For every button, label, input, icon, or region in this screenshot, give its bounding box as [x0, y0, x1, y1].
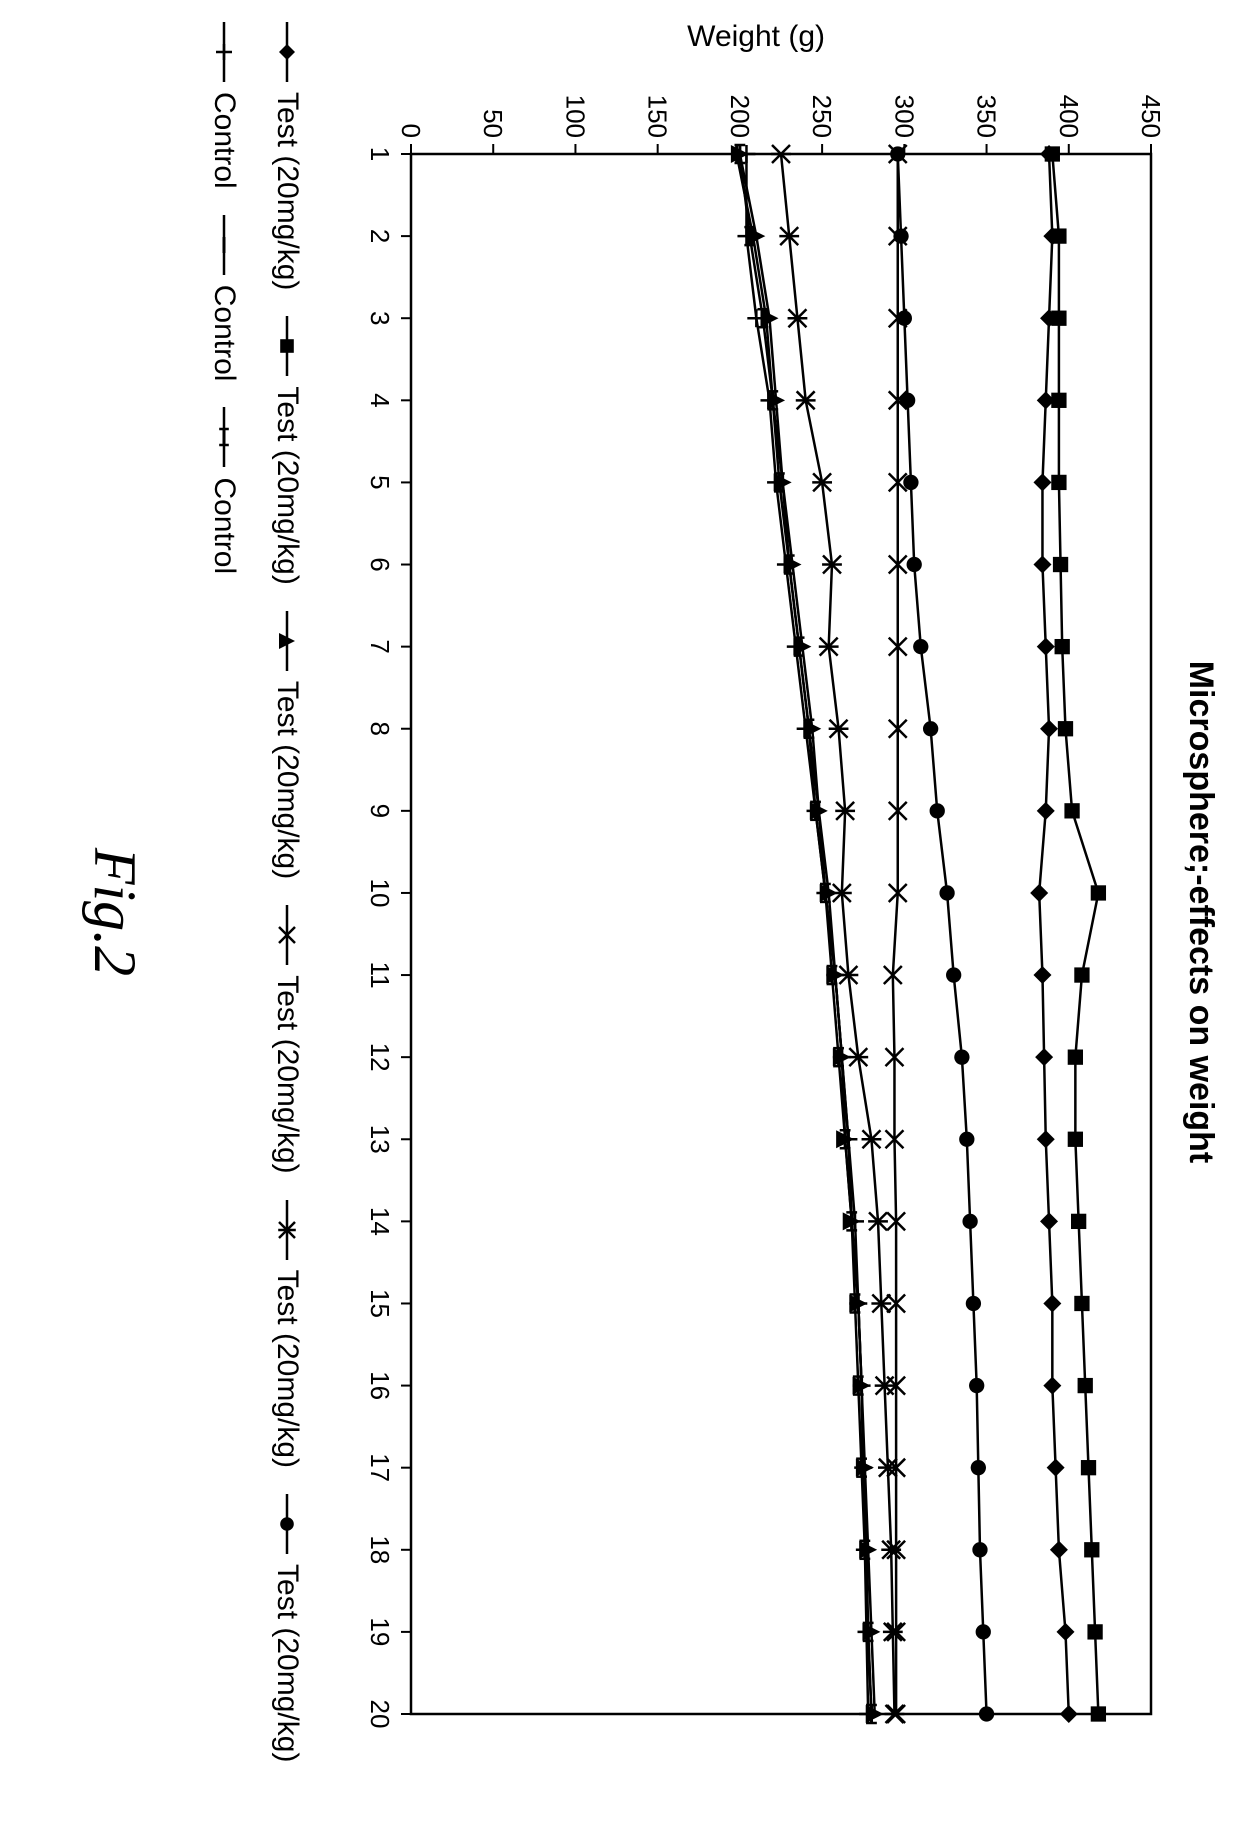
legend-label: Test (20mg/kg): [262, 386, 313, 584]
figure-caption: Fig.2: [80, 20, 149, 1804]
x-icon: [273, 903, 303, 967]
svg-text:250: 250: [807, 95, 837, 138]
svg-text:8: 8: [365, 722, 395, 736]
svg-text:1: 1: [365, 147, 395, 161]
svg-text:13: 13: [365, 1125, 395, 1154]
legend-item: Test (20mg/kg): [262, 1198, 313, 1468]
dash-icon: [210, 213, 240, 277]
chart-title: Microsphere;-effects on weight: [1181, 20, 1220, 1804]
circle-icon: [273, 1492, 303, 1556]
svg-text:14: 14: [365, 1207, 395, 1236]
plus-icon: [210, 20, 240, 84]
y-axis-label: Weight (g): [687, 20, 825, 54]
legend-label: Control: [199, 285, 250, 382]
diamond-icon: [273, 20, 303, 84]
svg-text:19: 19: [365, 1617, 395, 1646]
asterisk-icon: [273, 1198, 303, 1262]
legend-label: Test (20mg/kg): [262, 1564, 313, 1762]
legend-label: Control: [199, 477, 250, 574]
legend-label: Control: [199, 92, 250, 189]
svg-text:16: 16: [365, 1371, 395, 1400]
bar-icon: [210, 405, 240, 469]
svg-text:10: 10: [365, 878, 395, 907]
svg-text:450: 450: [1136, 95, 1166, 138]
square-icon: [273, 314, 303, 378]
legend-item: Test (20mg/kg): [262, 1492, 313, 1762]
svg-text:0: 0: [396, 124, 426, 138]
svg-text:350: 350: [972, 95, 1002, 138]
svg-text:7: 7: [365, 639, 395, 653]
svg-text:17: 17: [365, 1453, 395, 1482]
svg-text:6: 6: [365, 557, 395, 571]
svg-text:50: 50: [478, 109, 508, 138]
svg-text:18: 18: [365, 1535, 395, 1564]
svg-text:12: 12: [365, 1043, 395, 1072]
legend-label: Test (20mg/kg): [262, 681, 313, 879]
triangle-icon: [273, 609, 303, 673]
svg-text:4: 4: [365, 393, 395, 407]
plot-wrap: Weight (g) 05010015020025030035040045012…: [341, 20, 1171, 1804]
chart-container: Microsphere;-effects on weight Weight (g…: [80, 20, 1220, 1804]
legend-item: Test (20mg/kg): [262, 20, 313, 290]
svg-text:5: 5: [365, 475, 395, 489]
chart-plot: 0501001502002503003504004501234567891011…: [341, 64, 1171, 1744]
svg-text:9: 9: [365, 804, 395, 818]
svg-text:200: 200: [725, 95, 755, 138]
svg-text:2: 2: [365, 229, 395, 243]
svg-text:15: 15: [365, 1289, 395, 1318]
svg-text:11: 11: [365, 962, 395, 989]
svg-text:100: 100: [560, 95, 590, 138]
legend-label: Test (20mg/kg): [262, 1270, 313, 1468]
legend-item: Test (20mg/kg): [262, 609, 313, 879]
legend-item: Test (20mg/kg): [262, 314, 313, 584]
svg-text:20: 20: [365, 1700, 395, 1729]
legend-label: Test (20mg/kg): [262, 975, 313, 1173]
legend-item: Test (20mg/kg): [262, 903, 313, 1173]
svg-text:150: 150: [643, 95, 673, 138]
legend-item: Control: [199, 20, 250, 189]
svg-text:3: 3: [365, 311, 395, 325]
legend-label: Test (20mg/kg): [262, 92, 313, 290]
svg-text:300: 300: [889, 95, 919, 138]
legend-item: Control: [199, 213, 250, 382]
svg-text:400: 400: [1054, 95, 1084, 138]
legend-item: Control: [199, 405, 250, 574]
chart-legend: Test (20mg/kg) Test (20mg/kg) Test (20mg/k…: [199, 20, 313, 1804]
